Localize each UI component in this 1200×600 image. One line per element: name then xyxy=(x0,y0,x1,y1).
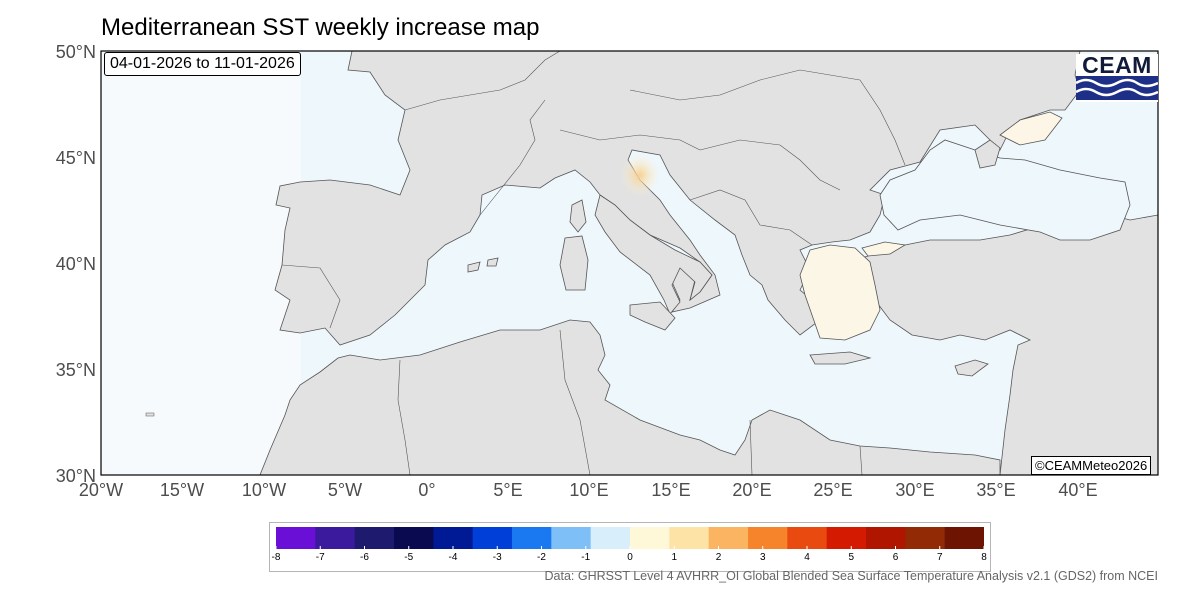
map-frame xyxy=(100,50,1159,476)
colorbar-segment xyxy=(826,527,867,549)
lon-tick-20e: 20°E xyxy=(732,480,772,500)
colorbar-segment xyxy=(905,527,946,549)
balearic-islands xyxy=(467,257,499,273)
colorbar-segment xyxy=(669,527,710,549)
sicily xyxy=(629,301,676,331)
colorbar-tick-label: -8 xyxy=(271,552,281,563)
sea-of-azov xyxy=(999,111,1063,146)
logo-waves-icon xyxy=(1076,76,1158,100)
corsica xyxy=(569,199,587,233)
colorbar-tick-label: -5 xyxy=(404,552,414,563)
lon-tick-20w: 20°W xyxy=(78,480,124,500)
lon-tick-40e: 40°E xyxy=(1058,480,1098,500)
land-europe xyxy=(274,51,1081,346)
ceam-logo: CEAM xyxy=(1076,54,1158,102)
lon-tick-5w: 5°W xyxy=(327,480,363,500)
copyright-label: ©CEAMMeteo2026 xyxy=(1031,456,1152,475)
colorbar-tick-label: 0 xyxy=(627,552,633,563)
lat-tick-40n: 40°N xyxy=(55,254,96,274)
adriatic-warm-anomaly xyxy=(620,153,660,197)
colorbar-tick-label: 1 xyxy=(671,552,678,563)
land-africa xyxy=(101,319,1001,475)
sea-of-marmara xyxy=(861,241,907,257)
colorbar-tick-label: 2 xyxy=(715,552,722,563)
colorbar-segment xyxy=(787,527,828,549)
colorbar-segment xyxy=(276,527,316,549)
lon-tick-10w: 10°W xyxy=(241,480,287,500)
colorbar-tick-label: -7 xyxy=(315,552,325,563)
colorbar-tick-label: 8 xyxy=(981,552,987,563)
black-sea xyxy=(879,139,1131,241)
colorbar-tick-label: -3 xyxy=(492,552,502,563)
colorbar-segment xyxy=(512,527,552,549)
colorbar-segment xyxy=(590,527,631,549)
colorbar-segment xyxy=(551,527,592,549)
colorbar-tick-label: -2 xyxy=(537,552,546,563)
lat-tick-50n: 50°N xyxy=(55,42,96,62)
island-speck xyxy=(145,412,155,417)
colorbar-tick-label: -4 xyxy=(448,552,458,563)
lon-tick-15w: 15°W xyxy=(159,480,205,500)
lon-tick-35e: 35°E xyxy=(976,480,1016,500)
date-range-label: 04-01-2026 to 11-01-2026 xyxy=(104,52,301,76)
italy xyxy=(594,194,713,315)
colorbar-segment xyxy=(866,527,906,549)
map-title: Mediterranean SST weekly increase map xyxy=(101,14,540,41)
crete xyxy=(809,351,872,365)
colorbar-segment xyxy=(433,527,474,549)
colorbar xyxy=(276,527,984,549)
colorbar-tick-label: 4 xyxy=(804,552,810,563)
lon-tick-10e: 10°E xyxy=(569,480,609,500)
colorbar-segment xyxy=(630,527,670,549)
colorbar-segment xyxy=(315,527,356,549)
colorbar-segment xyxy=(748,527,788,549)
lat-tick-45n: 45°N xyxy=(55,148,96,168)
lon-tick-5e: 5°E xyxy=(493,480,523,500)
colorbar-segment xyxy=(472,527,513,549)
sardinia xyxy=(559,235,589,291)
colorbar-segment xyxy=(354,527,395,549)
colorbar-tick-label: 3 xyxy=(759,552,766,563)
colorbar-segment xyxy=(944,527,984,549)
lon-tick-30e: 30°E xyxy=(895,480,935,500)
colorbar-tick-label: -6 xyxy=(360,552,369,563)
colorbar-tick-label: 6 xyxy=(892,552,899,563)
lat-tick-35n: 35°N xyxy=(55,360,96,380)
colorbar-tick-label: -1 xyxy=(581,552,591,563)
colorbar-segment xyxy=(394,527,434,549)
country-borders xyxy=(281,51,906,475)
colorbar-tick-label: 5 xyxy=(848,552,855,563)
colorbar-tick-label: 7 xyxy=(936,552,943,563)
lat-tick-30n: 30°N xyxy=(55,466,96,486)
atlantic-ocean xyxy=(101,51,301,475)
logo-text: CEAM xyxy=(1082,52,1152,78)
land-anatolia xyxy=(861,211,1158,475)
lon-tick-15e: 15°E xyxy=(651,480,691,500)
data-credit: Data: GHRSST Level 4 AVHRR_OI Global Ble… xyxy=(544,569,1158,583)
colorbar-segment xyxy=(708,527,749,549)
lon-tick-25e: 25°E xyxy=(813,480,853,500)
lon-tick-0: 0° xyxy=(418,480,436,500)
crimea xyxy=(974,139,1001,169)
aegean-sea xyxy=(799,244,881,341)
cyprus xyxy=(954,359,989,377)
